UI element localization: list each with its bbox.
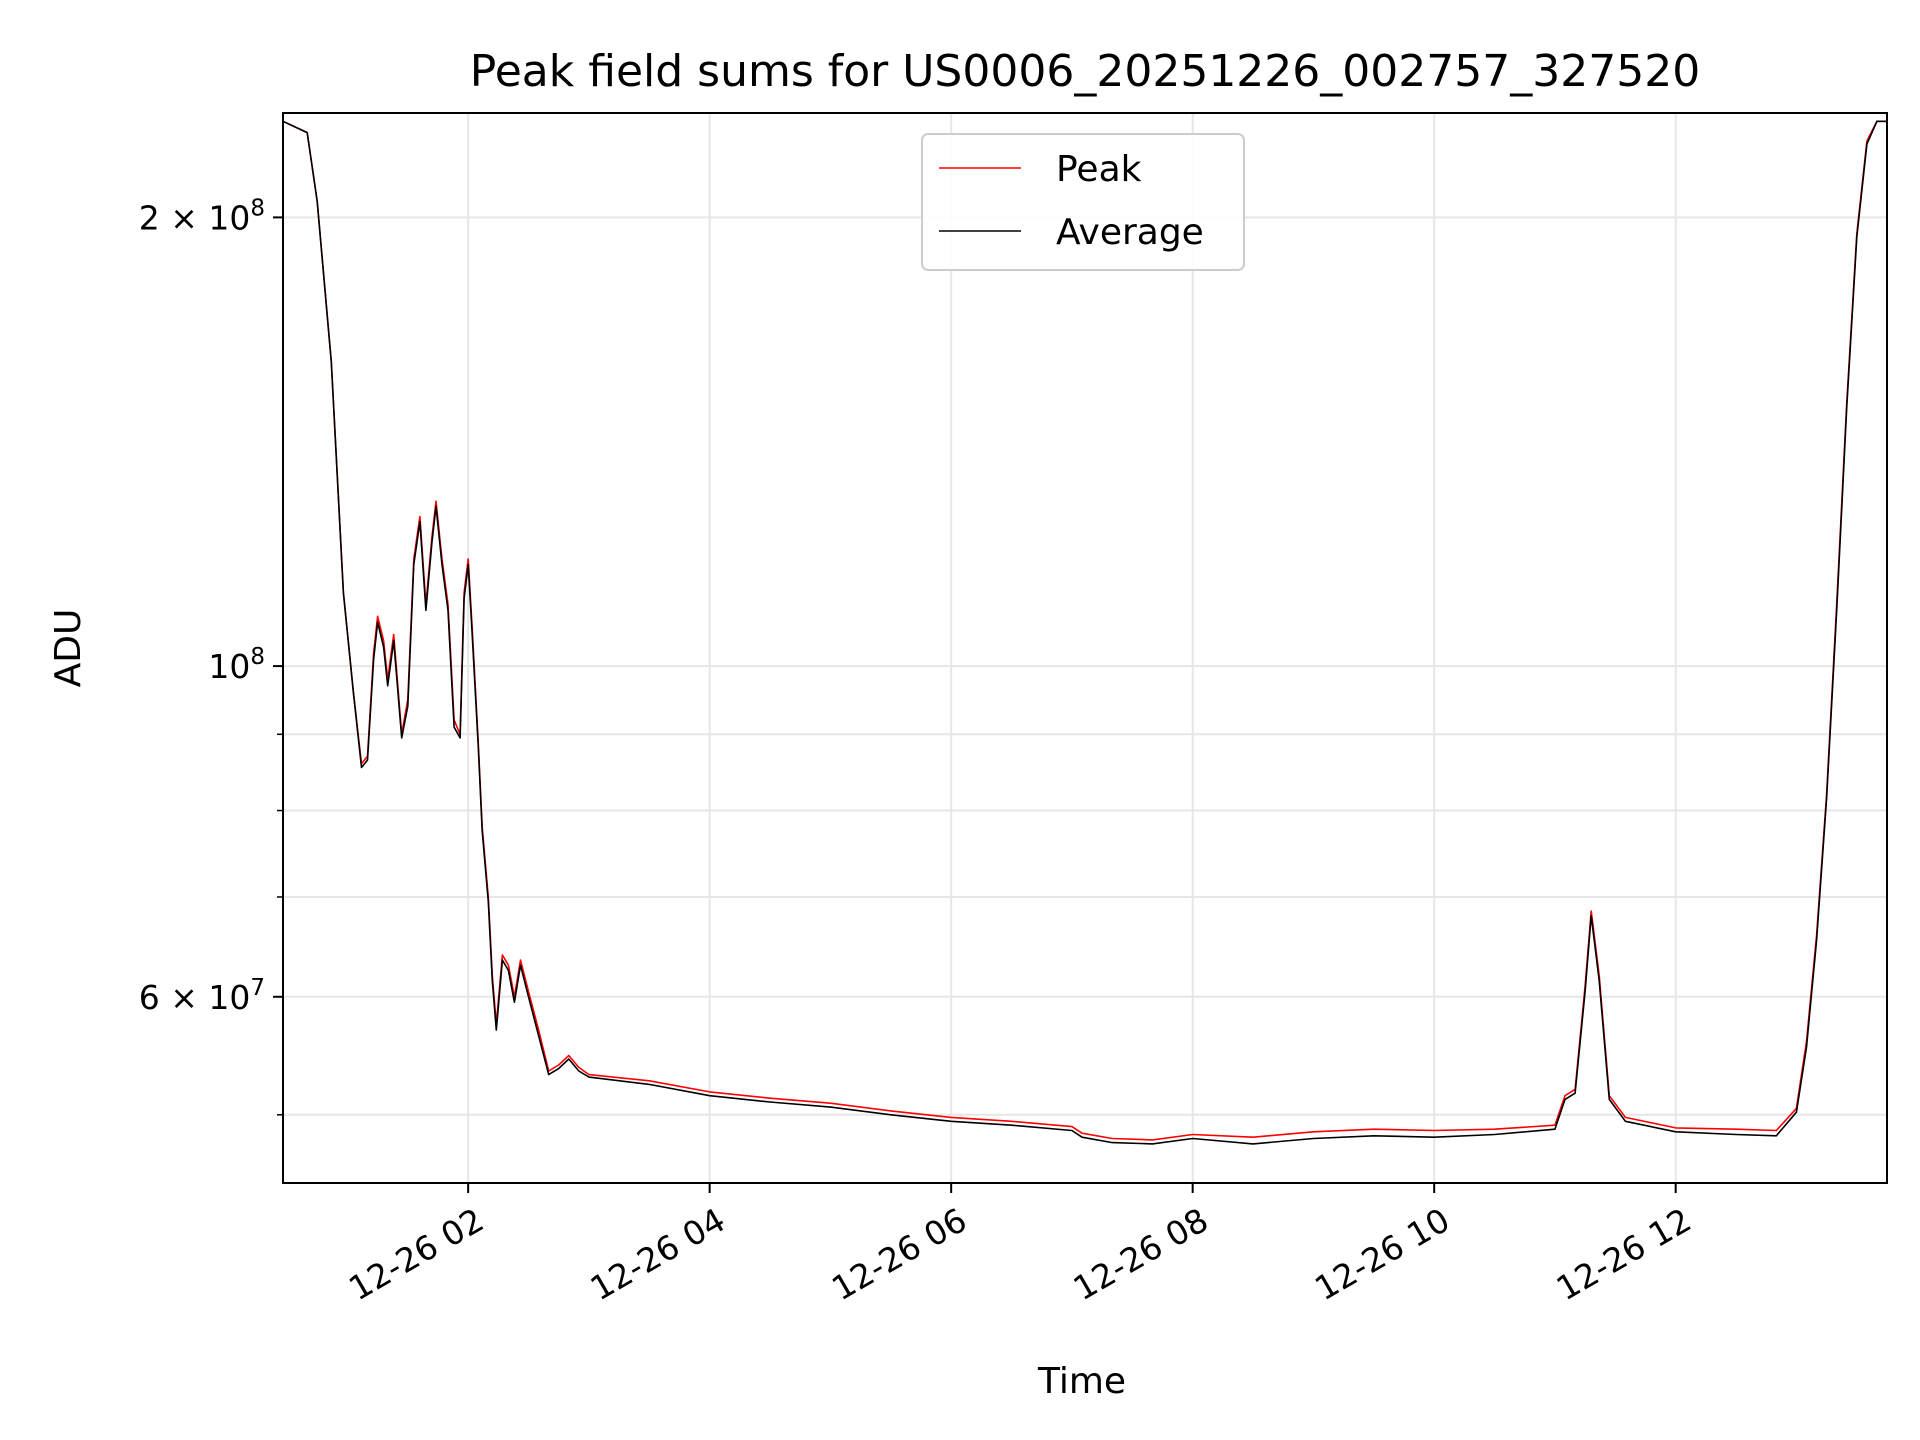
- chart-title: Peak field sums for US0006_20251226_0027…: [470, 46, 1700, 97]
- legend-average-label: Average: [1056, 212, 1204, 253]
- legend-peak-label: Peak: [1056, 149, 1142, 190]
- y-tick-label: 2 × 108: [139, 195, 265, 237]
- y-tick-label: 6 × 107: [139, 975, 265, 1017]
- plot-series: [282, 120, 1887, 1145]
- y-axis-ticks: 2 × 108 108 6 × 107: [139, 195, 283, 1116]
- y-tick-label: 108: [208, 644, 265, 686]
- x-axis-label: Time: [1037, 1361, 1126, 1402]
- plot-frame: [282, 112, 1888, 1184]
- legend: Peak Average: [921, 133, 1245, 271]
- series-line-average: [282, 120, 1887, 1145]
- series-line-peak: [282, 120, 1887, 1141]
- y-axis-label: ADU: [48, 609, 89, 688]
